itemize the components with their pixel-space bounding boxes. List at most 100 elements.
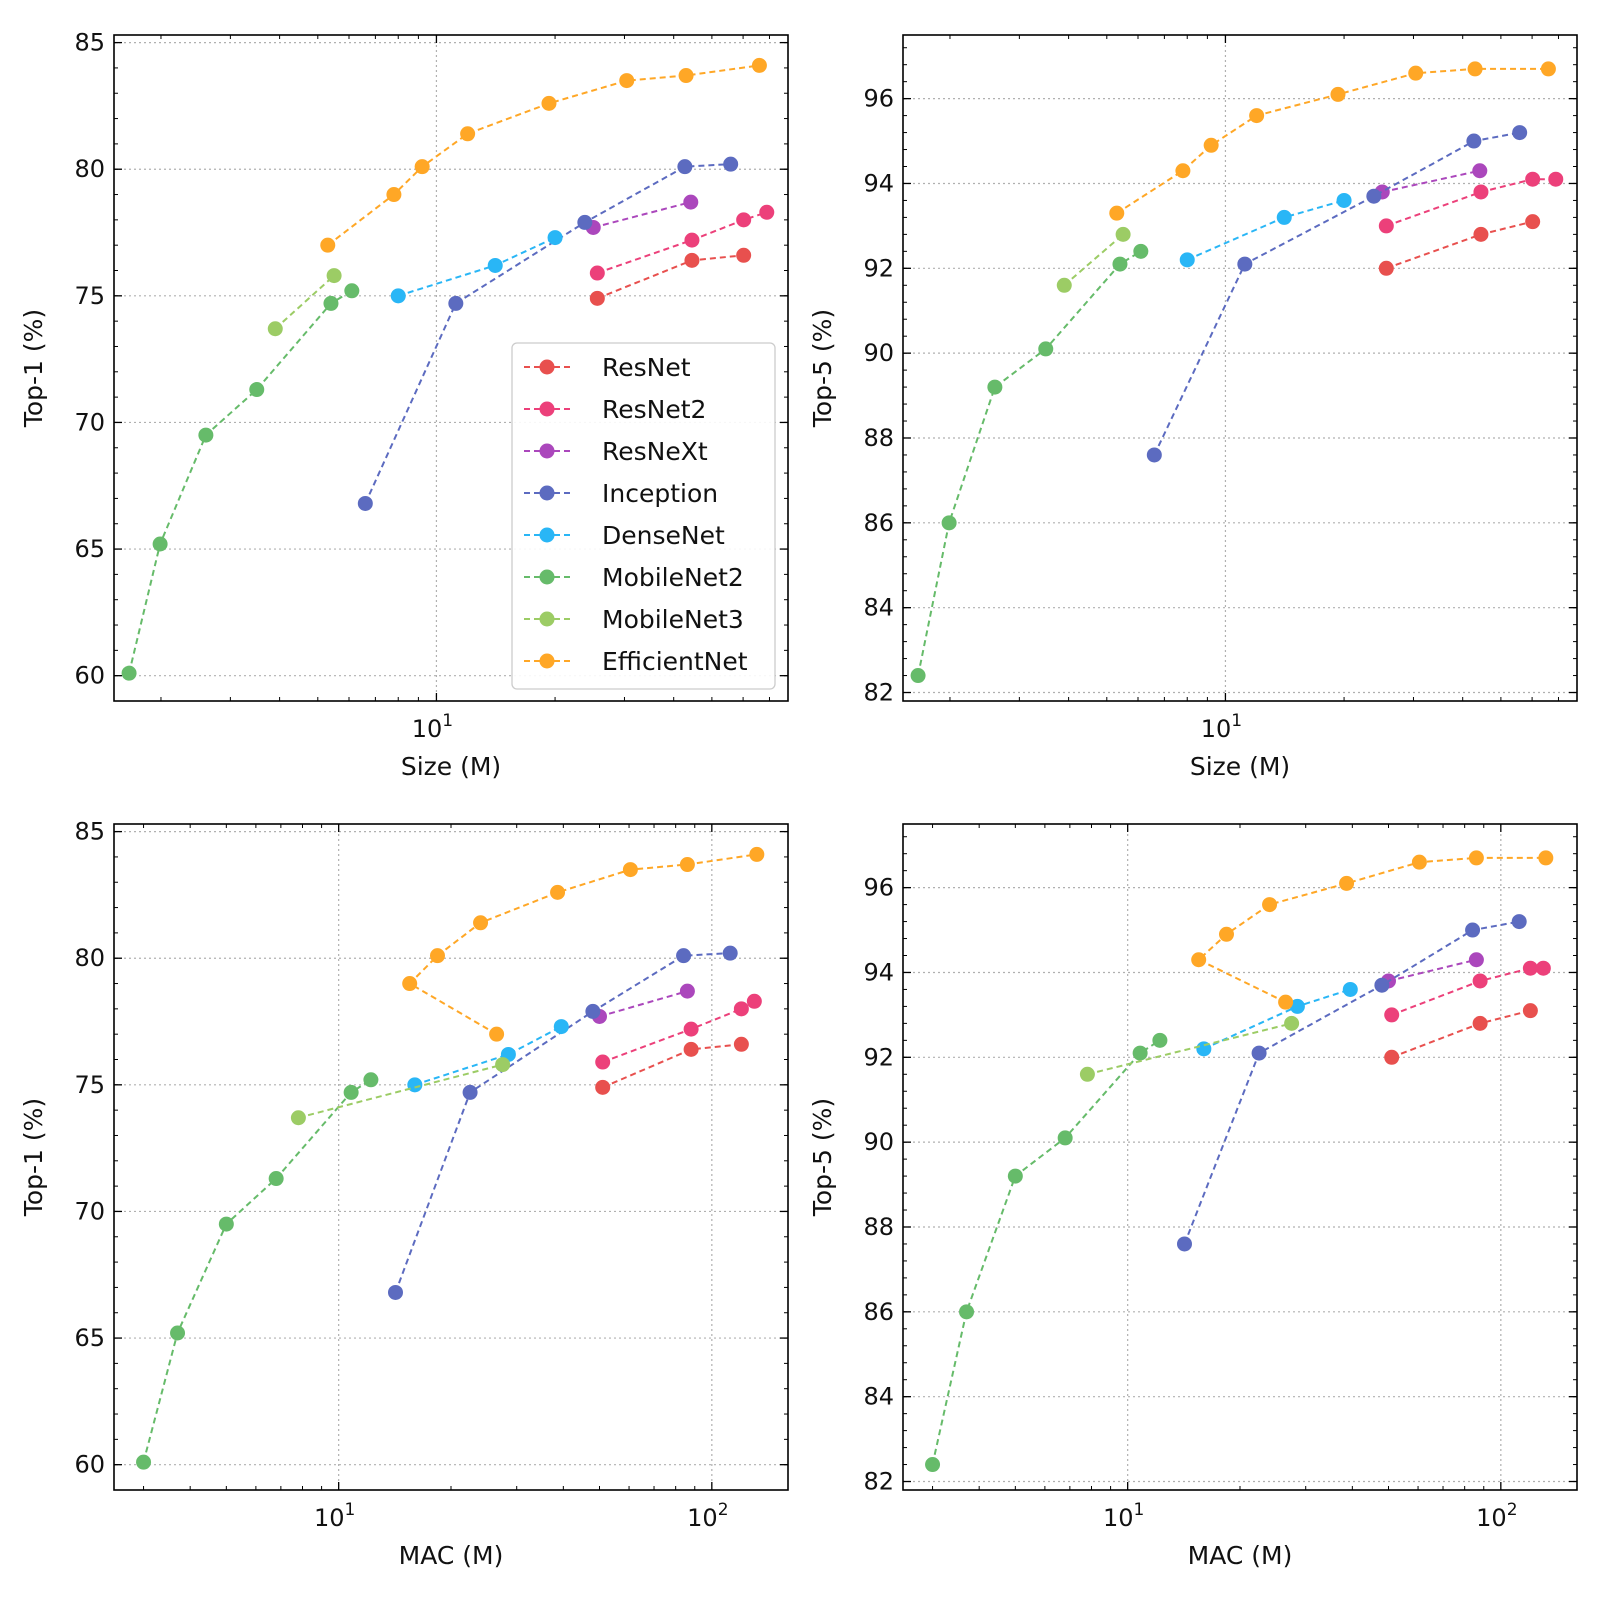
legend-item-resnext: ResNeXt [524, 437, 708, 466]
legend-item-resnet: ResNet [524, 353, 691, 382]
data-point [1384, 1007, 1400, 1023]
data-point [1007, 1168, 1023, 1184]
series-line [1391, 967, 1544, 1016]
data-point [1525, 171, 1541, 187]
data-point [1465, 922, 1481, 938]
data-point [622, 862, 638, 878]
data-point [759, 204, 775, 220]
data-point [1472, 1015, 1488, 1031]
data-point [1079, 1066, 1095, 1082]
data-point [751, 57, 767, 73]
data-point [683, 1041, 699, 1057]
data-point [268, 1171, 284, 1187]
series-resnext [585, 194, 699, 235]
series-line [931, 1039, 1161, 1465]
series-line [1183, 920, 1520, 1245]
data-point [589, 290, 605, 306]
data-point [1249, 108, 1265, 124]
data-point [1473, 226, 1489, 242]
axes-frame [113, 34, 789, 702]
legend-label: ResNet2 [602, 395, 706, 424]
series-line [1382, 169, 1481, 193]
data-point [1152, 1032, 1168, 1048]
legend-label: DenseNet [602, 521, 725, 550]
y-tick-label: 96 [863, 85, 894, 113]
series-resnet [1384, 1003, 1538, 1065]
data-point [1191, 952, 1207, 968]
axes-frame [113, 823, 789, 1491]
series-resnet [589, 247, 752, 306]
series-resnext [1380, 952, 1484, 989]
data-point [683, 1021, 699, 1037]
axes-frame [902, 823, 1578, 1491]
data-point [1473, 184, 1489, 200]
chart-panel-top-right: 82 84 86 88 90 92 94 96 101 Size (M) Top-5 (%) [808, 34, 1578, 781]
series-line [917, 250, 1142, 676]
series-resnet2 [589, 204, 775, 281]
data-point [387, 1284, 403, 1300]
legend-label: ResNet [602, 353, 691, 382]
series-densenet [390, 230, 563, 304]
data-point [595, 1054, 611, 1070]
data-point [589, 265, 605, 281]
series-efficientnet [402, 846, 765, 1042]
data-point [448, 295, 464, 311]
series-line [599, 990, 688, 1018]
data-point [1522, 1003, 1538, 1019]
legend-marker [539, 569, 555, 585]
legend-marker [539, 443, 555, 459]
series-line [1385, 220, 1533, 270]
series-line [596, 211, 768, 274]
data-point [386, 187, 402, 203]
data-point [910, 668, 926, 684]
data-point [121, 665, 137, 681]
data-point [1366, 188, 1382, 204]
series-efficientnet [1191, 850, 1554, 1010]
legend-label: MobileNet2 [602, 563, 744, 592]
data-point [1378, 260, 1394, 276]
data-point [1133, 243, 1149, 259]
data-point [1146, 447, 1162, 463]
data-point [1251, 1045, 1267, 1061]
series-line [596, 254, 744, 300]
data-point [1384, 1049, 1400, 1065]
series-inception [387, 945, 738, 1300]
data-point [429, 948, 445, 964]
y-tick-label: 60 [74, 1451, 105, 1479]
y-tick-label: 88 [863, 424, 894, 452]
data-point [267, 321, 283, 337]
data-point [1038, 341, 1054, 357]
data-point [402, 976, 418, 992]
data-point [473, 915, 489, 931]
data-point [553, 1019, 569, 1035]
y-tick-label: 80 [74, 944, 105, 972]
data-point [541, 95, 557, 111]
data-point [1132, 1045, 1148, 1061]
series-line [1388, 958, 1477, 982]
data-point [1179, 252, 1195, 268]
data-point [462, 1084, 478, 1100]
series-line [274, 274, 335, 330]
data-point [1330, 86, 1346, 102]
legend-marker [539, 611, 555, 627]
data-point [1115, 226, 1131, 242]
y-tick-label: 92 [863, 1043, 894, 1071]
data-point [1109, 205, 1125, 221]
data-point [1511, 914, 1527, 930]
data-point [1237, 256, 1253, 272]
legend-marker [539, 401, 555, 417]
y-axis-label: Top-5 (%) [808, 1098, 837, 1217]
series-inception [1176, 914, 1527, 1252]
series-inception [1146, 125, 1528, 463]
series-mobilenet2 [910, 243, 1149, 684]
data-point [1056, 277, 1072, 293]
series-resnext [591, 983, 695, 1024]
y-tick-label: 94 [863, 958, 894, 986]
series-resnext [1374, 163, 1488, 200]
series-densenet [1196, 981, 1358, 1057]
y-tick-label: 70 [74, 408, 105, 436]
y-tick-label: 65 [74, 535, 105, 563]
series-line [298, 1063, 503, 1119]
data-point [677, 159, 693, 175]
series-line [142, 1078, 372, 1463]
